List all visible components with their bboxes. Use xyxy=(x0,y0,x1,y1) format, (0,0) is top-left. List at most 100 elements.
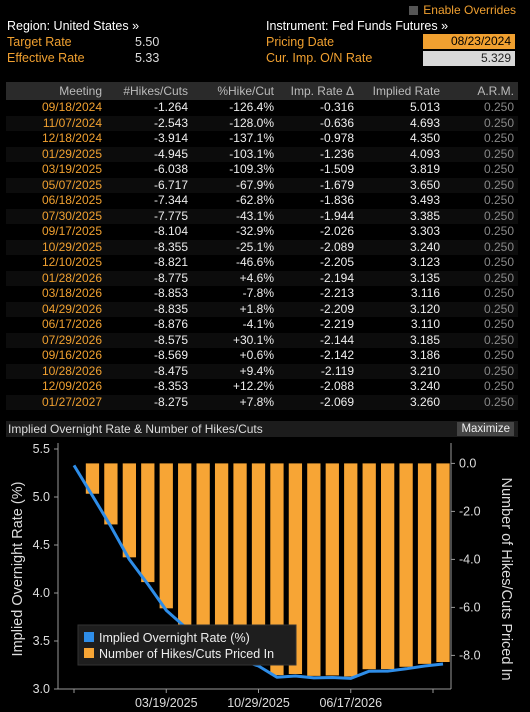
hikes-cuts-bar xyxy=(214,463,229,650)
table-row[interactable]: 04/29/2026 -8.835 +1.8% -2.209 3.120 0.250 xyxy=(6,301,518,317)
table-row[interactable]: 12/09/2026 -8.353 +12.2% -2.088 3.240 0.250 xyxy=(6,379,518,395)
cell-imp-rate-delta: -2.119 xyxy=(278,363,358,379)
legend-swatch-rate xyxy=(84,632,94,642)
cell-arm: 0.250 xyxy=(483,317,514,332)
cell-hikes-cuts: -8.821 xyxy=(153,255,188,270)
table-header-row: Meeting #Hikes/Cuts %Hike/Cut Imp. Rate … xyxy=(6,82,518,100)
table-row[interactable]: 07/29/2026 -8.575 +30.1% -2.144 3.185 0.250 xyxy=(6,332,518,348)
cell-implied-rate: 5.013 xyxy=(409,100,440,115)
table-row[interactable]: 01/29/2025 -4.945 -103.1% -1.236 4.093 0.250 xyxy=(6,146,518,162)
cell-implied-rate: 3.135 xyxy=(358,270,444,286)
table-row[interactable]: 09/17/2025 -8.104 -32.9% -2.026 3.303 0.250 xyxy=(6,224,518,240)
cell-pct-hike-cut: -4.1% xyxy=(242,317,274,332)
table-row[interactable]: 10/29/2025 -8.355 -25.1% -2.089 3.240 0.250 xyxy=(6,239,518,255)
legend-box xyxy=(77,624,297,666)
cell-arm: 0.250 xyxy=(483,224,514,239)
col-implied-rate[interactable]: Implied Rate xyxy=(358,82,444,100)
legend-swatch-hikes xyxy=(84,648,94,658)
pricing-date-input[interactable]: 08/23/2024 xyxy=(423,34,515,49)
effective-rate-label: Effective Rate xyxy=(7,51,85,65)
target-rate-value: 5.50 xyxy=(135,35,160,49)
instrument-link[interactable]: Instrument: Fed Funds Futures » xyxy=(266,19,449,33)
cell-pct-hike-cut: +9.4% xyxy=(192,363,278,379)
cell-hikes-cuts: -3.914 xyxy=(153,131,188,146)
hikes-cuts-bar xyxy=(104,463,118,525)
cell-hikes-cuts: -6.717 xyxy=(106,177,192,193)
checkbox-icon[interactable] xyxy=(409,5,419,15)
cell-implied-rate: 3.260 xyxy=(358,394,444,410)
cell-arm: 0.250 xyxy=(444,270,518,286)
right-tick-label: -6.0 xyxy=(459,600,481,614)
region-link[interactable]: Region: United States » xyxy=(7,19,140,33)
cell-imp-rate-delta: -1.236 xyxy=(278,146,358,162)
left-tick-label: 3.0 xyxy=(33,682,50,696)
cell-hikes-cuts: -8.569 xyxy=(153,348,188,363)
left-tick-label: 5.0 xyxy=(33,490,50,504)
cell-imp-rate-delta: -2.088 xyxy=(319,379,354,394)
table-row[interactable]: 10/28/2026 -8.475 +9.4% -2.119 3.210 0.250 xyxy=(6,363,518,379)
table-row[interactable]: 06/17/2026 -8.876 -4.1% -2.219 3.110 0.250 xyxy=(6,317,518,333)
cell-imp-rate-delta: -2.209 xyxy=(278,301,358,317)
cell-implied-rate: 3.185 xyxy=(358,332,444,348)
cell-pct-hike-cut: +12.2% xyxy=(232,379,274,394)
target-rate-label: Target Rate xyxy=(7,35,72,49)
cell-meeting-date: 09/18/2024 xyxy=(41,100,102,115)
chart-title: Implied Overnight Rate & Number of Hikes… xyxy=(8,422,263,436)
cell-imp-rate-delta: -1.509 xyxy=(319,162,354,177)
cell-meeting-date: 09/17/2025 xyxy=(41,224,102,239)
cell-pct-hike-cut: -126.4% xyxy=(229,100,274,115)
table-row[interactable]: 12/10/2025 -8.821 -46.6% -2.205 3.123 0.250 xyxy=(6,255,518,271)
cell-hikes-cuts: -7.344 xyxy=(153,193,188,208)
table-row[interactable]: 09/16/2026 -8.569 +0.6% -2.142 3.186 0.250 xyxy=(6,348,518,364)
col-arm[interactable]: A.R.M. xyxy=(444,82,518,100)
legend-label-hikes: Number of Hikes/Cuts Priced In xyxy=(99,647,274,661)
maximize-button[interactable]: Maximize xyxy=(457,422,514,436)
cell-arm: 0.250 xyxy=(483,255,514,270)
table-row[interactable]: 05/07/2025 -6.717 -67.9% -1.679 3.650 0.250 xyxy=(6,177,518,193)
cell-imp-rate-delta: -2.089 xyxy=(278,239,358,255)
enable-overrides[interactable]: Enable Overrides xyxy=(409,3,516,17)
col-pct-hike-cut[interactable]: %Hike/Cut xyxy=(192,82,278,100)
right-tick-label: 0.0 xyxy=(459,456,476,470)
table-row[interactable]: 01/28/2026 -8.775 +4.6% -2.194 3.135 0.250 xyxy=(6,270,518,286)
legend-label-rate: Implied Overnight Rate (%) xyxy=(99,631,250,645)
hikes-cuts-bar xyxy=(344,463,358,677)
table-row[interactable]: 03/19/2025 -6.038 -109.3% -1.509 3.819 0.250 xyxy=(6,162,518,178)
cell-hikes-cuts: -8.475 xyxy=(106,363,192,379)
col-imp-rate-delta[interactable]: Imp. Rate Δ xyxy=(278,82,358,100)
cur-on-rate-label: Cur. Imp. O/N Rate xyxy=(266,51,373,65)
right-tick-label: -8.0 xyxy=(459,648,481,662)
cell-pct-hike-cut: +7.8% xyxy=(192,394,278,410)
cell-hikes-cuts: -4.945 xyxy=(106,146,192,162)
table-row[interactable]: 03/18/2026 -8.853 -7.8% -2.213 3.116 0.250 xyxy=(6,286,518,302)
cell-pct-hike-cut: -32.9% xyxy=(235,224,274,239)
hikes-cuts-bar xyxy=(362,463,376,670)
table-row[interactable]: 12/18/2024 -3.914 -137.1% -0.978 4.350 0.250 xyxy=(6,131,518,147)
table-row[interactable]: 11/07/2024 -2.543 -128.0% -0.636 4.693 0.250 xyxy=(6,115,518,131)
cell-meeting-date: 05/07/2025 xyxy=(6,177,106,193)
cell-pct-hike-cut: +0.6% xyxy=(239,348,274,363)
cell-arm: 0.250 xyxy=(444,177,518,193)
cell-hikes-cuts: -6.038 xyxy=(153,162,188,177)
cell-meeting-date: 09/16/2026 xyxy=(41,348,102,363)
cell-pct-hike-cut: -103.1% xyxy=(192,146,278,162)
cell-implied-rate: 3.123 xyxy=(409,255,440,270)
cell-hikes-cuts: -8.853 xyxy=(153,286,188,301)
hikes-cuts-bar xyxy=(270,463,284,676)
col-meeting[interactable]: Meeting xyxy=(6,82,106,100)
left-tick-label: 5.5 xyxy=(33,442,50,456)
table-row[interactable]: 06/18/2025 -7.344 -62.8% -1.836 3.493 0.250 xyxy=(6,193,518,209)
cell-arm: 0.250 xyxy=(444,208,518,224)
cell-imp-rate-delta: -2.194 xyxy=(278,270,358,286)
table-row[interactable]: 09/18/2024 -1.264 -126.4% -0.316 5.013 0.250 xyxy=(6,100,518,116)
cell-implied-rate: 3.110 xyxy=(410,317,440,332)
cell-meeting-date: 06/17/2026 xyxy=(41,317,102,332)
table-row[interactable]: 01/27/2027 -8.275 +7.8% -2.069 3.260 0.250 xyxy=(6,394,518,410)
cell-hikes-cuts: -8.775 xyxy=(106,270,192,286)
cell-pct-hike-cut: -62.8% xyxy=(235,193,274,208)
table-row[interactable]: 07/30/2025 -7.775 -43.1% -1.944 3.385 0.250 xyxy=(6,208,518,224)
cell-imp-rate-delta: -2.219 xyxy=(319,317,354,332)
cell-implied-rate: 3.210 xyxy=(358,363,444,379)
col-hikes-cuts[interactable]: #Hikes/Cuts xyxy=(106,82,192,100)
hikes-cuts-bar xyxy=(178,463,192,625)
